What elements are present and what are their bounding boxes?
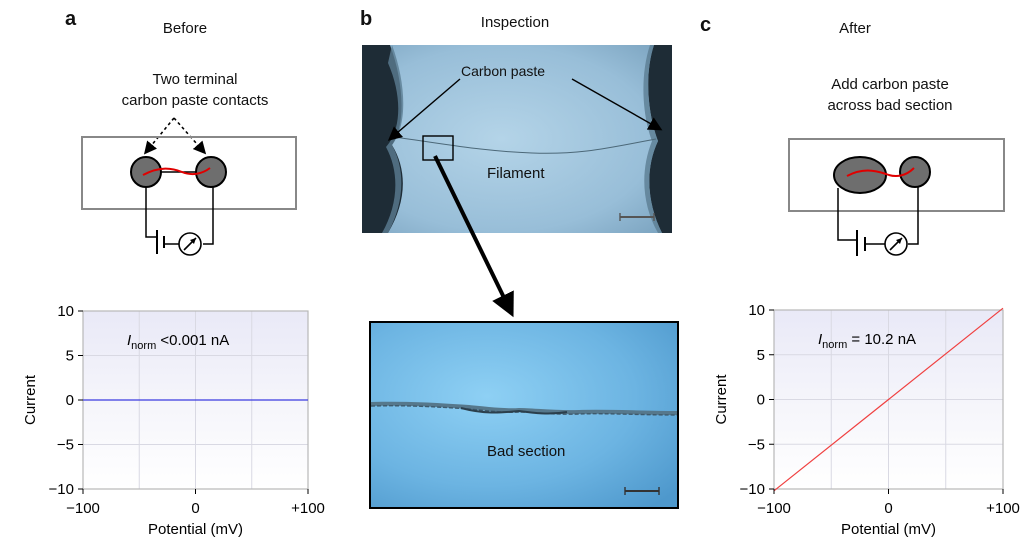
panel-letter-a: a: [65, 8, 77, 30]
y-tick-label: 0: [66, 392, 74, 409]
micrograph-inspection: [362, 45, 672, 233]
iv-chart-after: 10 5 0 −5 −10 −100 0 +100 Potential (mV) Current I…: [713, 302, 1020, 538]
y-tick-label: 5: [757, 347, 765, 364]
y-axis-label: Current: [713, 374, 730, 425]
substrate-rect: [81, 136, 297, 210]
label-bad-section: Bad section: [487, 443, 566, 460]
panel-letter-b: b: [360, 8, 373, 30]
x-tick-label: +100: [291, 500, 325, 517]
y-tick-label: 0: [757, 392, 765, 409]
y-tick-label: −10: [49, 481, 74, 498]
panel-a-caption-line1: Two terminal: [152, 71, 238, 88]
circuit-diagram-after: [788, 138, 1005, 256]
panel-letter-c: c: [700, 14, 712, 36]
panel-a-title: Before: [162, 20, 208, 37]
current-annotation: Inorm = 10.2 nA: [818, 331, 916, 351]
y-tick-label: −5: [57, 437, 74, 454]
contact-right-after: [899, 156, 931, 188]
panel-c-caption-line1: Add carbon paste: [831, 76, 949, 93]
current-annotation: Inorm <0.001 nA: [127, 332, 229, 352]
y-tick-label: 5: [66, 348, 74, 365]
panel-c-title: After: [839, 20, 871, 37]
micrograph-bad-section: [369, 321, 679, 509]
filament-wire: [142, 167, 211, 176]
x-axis-label: Potential (mV): [148, 521, 243, 538]
label-filament: Filament: [487, 165, 545, 182]
x-tick-label: 0: [191, 500, 199, 517]
panel-c-caption: Add carbon paste across bad section: [770, 74, 1010, 116]
iv-chart-before: 10 5 0 −5 −10 −100 0 +100 Potential (mV) Current I…: [22, 303, 325, 538]
y-tick-label: 10: [748, 302, 765, 319]
label-carbon-paste: Carbon paste: [461, 63, 546, 79]
filament-wire-after: [846, 167, 915, 177]
panel-a-caption-line2: carbon paste contacts: [121, 92, 269, 109]
x-tick-label: −100: [66, 500, 100, 517]
x-tick-label: −100: [757, 500, 791, 517]
panel-a-caption: Two terminal carbon paste contacts: [80, 69, 310, 111]
y-tick-label: −5: [748, 436, 765, 453]
circuit-diagram-before: [81, 117, 297, 256]
panel-b-title: Inspection: [480, 14, 550, 31]
y-tick-label: −10: [740, 481, 765, 498]
contact-left: [130, 156, 162, 188]
x-axis-label: Potential (mV): [841, 521, 936, 538]
y-tick-label: 10: [57, 303, 74, 320]
series-line: [773, 307, 1004, 492]
substrate-rect-after: [788, 138, 1005, 212]
panel-c-caption-line2: across bad section: [827, 97, 953, 114]
zoom-arrow: [433, 155, 514, 318]
y-axis-label: Current: [22, 374, 39, 425]
contact-right: [195, 156, 227, 188]
x-tick-label: 0: [884, 500, 892, 517]
contact-left-extended: [833, 156, 887, 194]
x-tick-label: +100: [986, 500, 1020, 517]
